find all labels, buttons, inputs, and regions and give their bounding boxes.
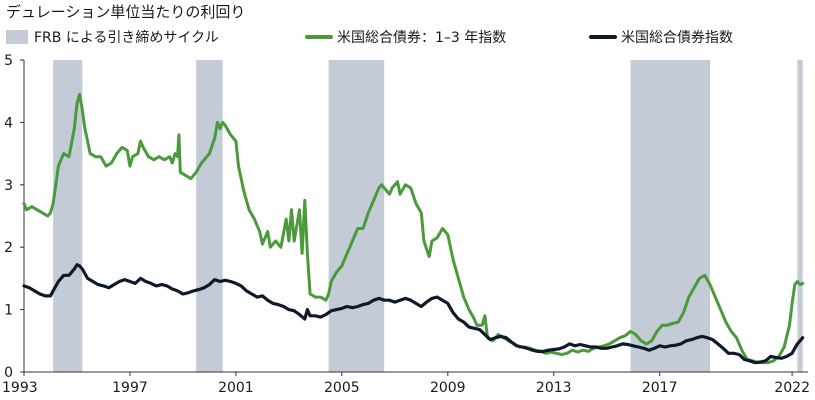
y-tick-label-1: 1: [4, 303, 13, 319]
x-tick-label-7: 2022: [774, 380, 810, 396]
x-tick-label-6: 2017: [642, 380, 678, 396]
series-line-0: [22, 92, 805, 365]
x-tick-label-0: 1993: [2, 380, 38, 396]
x-tick-label-2: 2001: [218, 380, 254, 396]
y-tick-label-0: 0: [4, 365, 13, 381]
tightening-band-1: [196, 60, 223, 372]
y-tick-label-4: 4: [4, 115, 13, 131]
tightening-band-2: [328, 60, 385, 372]
chart-title: デュレーション単位当たりの利回り: [6, 3, 245, 21]
tightening-band-3: [630, 60, 710, 372]
legend-swatch-tightening: [6, 30, 28, 44]
axes: 0 1 2 3 4 5 1993 1997 2001 2005 2009 2013 2017 2022: [2, 53, 810, 396]
y-tick-label-3: 3: [4, 178, 13, 194]
y-tick-label-2: 2: [4, 240, 13, 256]
tightening-band-4: [797, 60, 803, 372]
x-tick-label-5: 2013: [536, 380, 572, 396]
x-tick-label-1: 1997: [112, 380, 148, 396]
series-lines: [22, 92, 805, 365]
tightening-cycle-bands: [53, 60, 803, 372]
legend: FRB による引き締めサイクル 米国総合債券：1–3 年指数 米国総合債券指数: [6, 29, 733, 46]
x-tick-label-3: 2005: [324, 380, 360, 396]
legend-label-series-1: 米国総合債券指数: [621, 30, 733, 46]
legend-label-tightening: FRB による引き締めサイクル: [34, 29, 219, 46]
legend-label-series-0: 米国総合債券：1–3 年指数: [337, 30, 506, 46]
x-tick-label-4: 2009: [430, 380, 466, 396]
y-tick-label-5: 5: [4, 53, 13, 69]
series-line-1: [22, 263, 805, 365]
